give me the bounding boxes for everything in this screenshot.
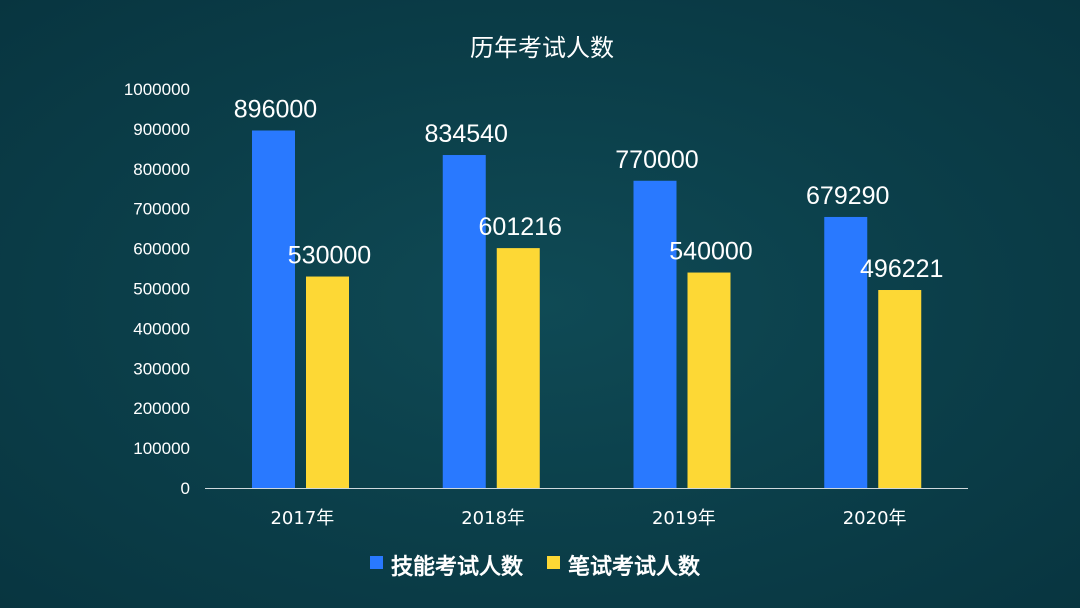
legend-label-written: 笔试考试人数 [568,554,701,580]
bar-written [687,272,731,488]
y-tick-label: 700000 [133,200,190,219]
data-label-skill: 896000 [234,95,317,123]
y-tick-label: 100000 [133,439,190,458]
x-tick-label: 2018年 [461,508,525,529]
data-label-skill: 770000 [615,146,698,174]
data-label-written: 601216 [479,213,562,241]
y-tick-label: 600000 [133,240,190,259]
y-tick-label: 400000 [133,319,190,338]
data-label-written: 496221 [860,255,943,283]
legend-label-skill: 技能考试人数 [391,554,524,580]
y-tick-label: 800000 [133,160,190,179]
y-tick-label: 0 [181,479,190,498]
data-label-written: 540000 [669,238,752,266]
x-tick-label: 2019年 [652,508,716,529]
y-tick-label: 500000 [133,280,190,299]
data-label-skill: 679290 [806,182,889,210]
y-tick-label: 300000 [133,359,190,378]
bar-skill [633,180,677,488]
y-tick-label: 1000000 [124,80,190,99]
x-tick-label: 2017年 [270,508,334,529]
y-tick-label: 900000 [133,120,190,139]
legend-swatch-written [547,556,560,569]
y-axis-ticks: 0 100000 200000 300000 400000 500000 600000 700… [124,80,190,498]
chart-title: 历年考试人数 [470,34,614,62]
bar-written [306,276,349,488]
bar-skill [824,216,868,488]
x-axis-ticks: 2017年 2018年 2019年 2020年 [270,508,906,529]
bar-written [496,248,540,488]
data-labels: 896000 530000 834540 601216 770000 540000 6792… [234,95,944,283]
legend: 技能考试人数 笔试考试人数 [370,554,701,580]
bar-skill [252,130,295,488]
y-tick-label: 200000 [133,399,190,418]
data-label-skill: 834540 [425,120,508,148]
data-label-written: 530000 [288,242,371,270]
legend-swatch-skill [370,556,383,569]
x-tick-label: 2020年 [843,508,907,529]
bar-written [878,290,922,488]
bar-skill [442,155,486,488]
bars [252,130,922,488]
